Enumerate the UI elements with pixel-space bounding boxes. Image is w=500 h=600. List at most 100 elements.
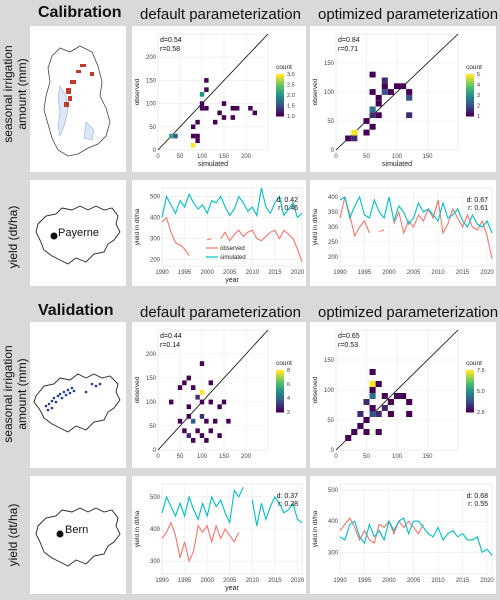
heat-cell [186,414,191,419]
heat-cell [369,387,376,393]
site-marker [54,400,58,404]
legend-tick: 2.5 [477,410,485,416]
legend-color-step [466,109,474,113]
y-tick-label: 150 [146,376,157,382]
heat-cell [204,87,209,92]
calibration-header: Calibration [38,4,122,21]
legend-tick: 1 [477,114,480,120]
legend-color-step [466,399,474,402]
heat-cell [195,119,200,125]
heat-cell [381,405,388,411]
y-axis-label: observed [312,376,319,403]
stat-label: d: 0.37 [277,493,299,500]
heat-cell [182,380,187,386]
heat-cell [186,433,191,438]
legend-color-step [276,88,284,92]
chart-val-optimized-scatter: 0 50 100 150 0 50 100 150 observed d=0.65 r=0.53 co… [312,329,485,460]
y-tick-label: 100 [146,102,157,108]
x-tick-label: 2020 [291,270,305,276]
site-marker [62,390,66,394]
heat-cell [393,83,401,90]
series-line-observed [339,517,424,544]
x-axis-label: year [225,277,239,284]
site-marker [64,102,69,107]
x-tick-label: 1995 [178,270,192,276]
heat-cell [199,92,205,97]
legend-color-step [276,111,284,115]
legend-color-step [276,101,284,104]
legend-color-step [276,391,284,394]
panel-val-optimized-yield: 1990 1995 2000 2005 2010 2015 2020 300 400 500 yie… [310,476,496,594]
legend-color-step [276,82,284,85]
row-label-irrigation-val: seasonal irrigation amount (mm) [1,319,29,469]
site-marker [70,80,76,84]
chart-val-optimized-yield: 1990 1995 2000 2005 2010 2015 2020 300 400 500 yie… [312,483,494,584]
stat-label: r: 0.46 [278,205,298,212]
map-panel-cal-irrigation [30,26,126,172]
heat-cell [199,399,205,405]
heat-cell [387,399,394,405]
legend-color-step [466,376,474,379]
x-tick-label: 2010 [431,270,445,276]
legend-color-step [466,80,474,83]
legend-color-step [466,76,474,79]
legend-color-step [466,384,474,388]
y-tick-label: 500 [150,495,161,501]
heat-cell [191,124,196,130]
switzerland-outline [35,205,121,265]
x-axis-label: simulated [198,161,228,168]
heat-cell [169,133,174,139]
legend-color-step [466,105,474,109]
heat-cell [248,105,253,111]
stat-label: d: 0.67 [467,197,489,204]
site-marker [80,64,86,67]
chart-val-default-yield: 1990 1995 2000 2005 2010 2015 2020 300 400 500 yea… [134,483,305,592]
legend-color-step [276,393,284,396]
plot-area [161,187,303,267]
legend-color-step [276,370,284,373]
legend-title: count [466,360,482,367]
heat-cell [217,110,222,116]
heat-cell [226,418,231,424]
legend-color-step [276,90,284,94]
y-axis-label: observed [134,376,141,403]
heat-cell [208,428,213,434]
stat-label: r=0.14 [160,342,180,349]
y-tick-label: 150 [324,61,335,67]
heat-cell [199,414,205,419]
x-tick-label: 0 [334,454,338,460]
chart-cal-default-yield: 1990 1995 2000 2005 2010 2015 2020 200 300 400 500… [134,187,305,284]
x-tick-label: 2015 [456,578,470,584]
legend-color-step [276,109,284,113]
y-axis-label: yield in dt/ha [312,208,319,245]
y-tick-label: 0 [153,148,157,154]
legend-color-step [276,384,284,388]
y-tick-label: 100 [146,400,157,406]
chart-val-default-scatter: 0 50 100 150 200 0 50 100 150 200 observed d=0.44 r=… [134,329,292,460]
bern-marker [56,530,64,538]
heat-cell [363,429,370,435]
legend-color-step [466,84,474,88]
heat-cell [406,94,413,101]
legend-color-step [276,92,284,96]
site-marker [56,394,60,398]
heat-cell [363,118,370,124]
heat-cell [230,105,235,111]
heat-cell [375,381,382,387]
stat-label: d=0.44 [160,333,182,340]
legend-color-step [276,105,284,109]
x-tick-label: 2010 [246,270,260,276]
legend-color-step [466,82,474,85]
switzerland-outline [33,373,121,433]
stat-label: d: 0.42 [277,197,299,204]
x-tick-label: 1995 [178,578,192,584]
heat-cell [375,94,382,101]
row-label-line1: seasonal irrigation [1,45,15,143]
legend-color-step [466,386,474,390]
row-label-line2: amount (mm) [15,358,29,430]
y-tick-label: 250 [328,240,339,246]
x-tick-label: 2015 [268,270,282,276]
panel-val-default-yield: 1990 1995 2000 2005 2010 2015 2020 300 400 500 yea… [132,476,306,594]
x-tick-label: 50 [363,154,370,160]
heat-cell [400,393,407,399]
